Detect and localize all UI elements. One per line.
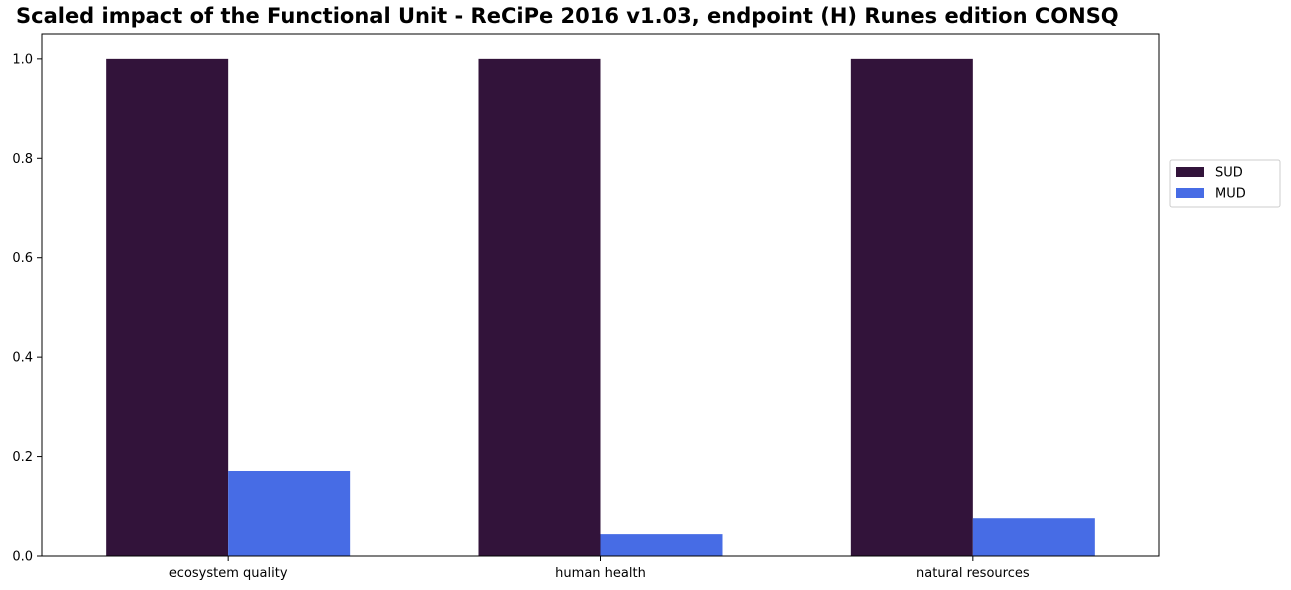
legend: SUD MUD — [1169, 159, 1281, 208]
bar-sud-natural-resources — [850, 58, 973, 556]
legend-label-sud: SUD — [1215, 166, 1243, 181]
y-tick-label: 0.4 — [12, 351, 33, 366]
y-tick-label: 0.2 — [12, 450, 33, 465]
x-tick-label: natural resources — [916, 566, 1030, 581]
x-axis: ecosystem quality human health natural res… — [169, 556, 1030, 581]
y-axis: 0.0 0.2 0.4 0.6 0.8 1.0 — [12, 52, 42, 565]
y-tick-label: 0.6 — [12, 251, 33, 266]
x-tick-label: human health — [555, 566, 646, 581]
bars-layer — [106, 58, 1095, 556]
bar-mud-ecosystem-quality — [228, 470, 351, 556]
bar-mud-natural-resources — [972, 518, 1095, 556]
y-tick-label: 1.0 — [12, 52, 33, 67]
bar-sud-human-health — [478, 58, 601, 556]
legend-swatch-sud — [1176, 167, 1204, 177]
bar-mud-human-health — [600, 534, 723, 556]
y-tick-label: 0.8 — [12, 152, 33, 167]
chart-title: Scaled impact of the Functional Unit - R… — [16, 4, 1119, 28]
legend-swatch-mud — [1176, 188, 1204, 198]
y-tick-label: 0.0 — [12, 550, 33, 565]
legend-label-mud: MUD — [1215, 187, 1246, 202]
x-tick-label: ecosystem quality — [169, 566, 288, 581]
bar-sud-ecosystem-quality — [106, 58, 229, 556]
